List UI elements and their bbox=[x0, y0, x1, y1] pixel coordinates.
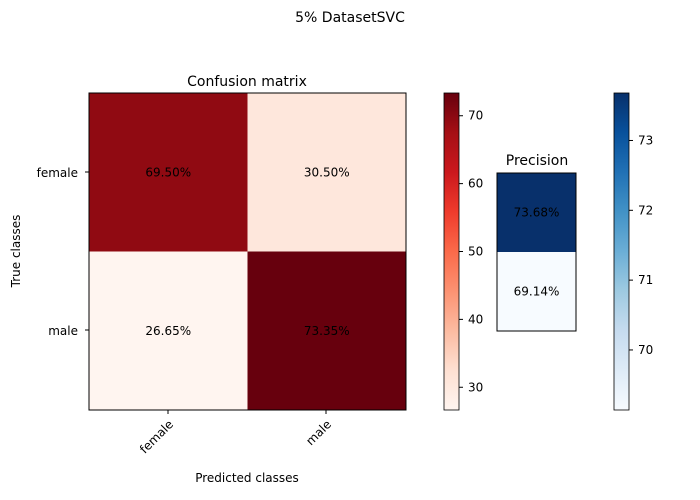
precision-cell-label-0: 73.68% bbox=[514, 206, 560, 220]
blues-tick-label-73: 73 bbox=[638, 133, 653, 147]
precision-frame bbox=[496, 172, 577, 332]
reds-tick-label-50: 50 bbox=[468, 245, 483, 259]
figure-title: 5% DatasetSVC bbox=[295, 10, 405, 26]
cm-cell-label-0-0: 69.50% bbox=[145, 165, 191, 179]
cm-cell-label-0-1: 30.50% bbox=[304, 165, 350, 179]
blues-tick-label-72: 72 bbox=[638, 203, 653, 217]
precision-cell-0 bbox=[497, 173, 576, 252]
cm-cell-1-0 bbox=[89, 251, 248, 410]
confusion-matrix-title: Confusion matrix bbox=[187, 74, 307, 90]
precision-cell-1 bbox=[497, 252, 576, 331]
blues-colorbar-ticks: 70 71 72 73 bbox=[629, 133, 653, 357]
y-tick-label-female: female bbox=[37, 166, 78, 180]
cm-cell-1-1 bbox=[247, 251, 406, 410]
cm-cell-label-1-0: 26.65% bbox=[145, 324, 191, 338]
x-tick-label-male: male bbox=[303, 417, 334, 448]
x-axis-label: Predicted classes bbox=[195, 471, 299, 485]
reds-colorbar-ticks: 30 40 50 60 70 bbox=[459, 109, 483, 394]
blues-tick-label-70: 70 bbox=[638, 343, 653, 357]
reds-tick-label-40: 40 bbox=[468, 312, 483, 326]
confusion-matrix-cells: 69.50% 30.50% 26.65% 73.35% bbox=[89, 93, 406, 410]
confusion-matrix-panel: Confusion matrix 69.50% 30.50% 26.65% 73.35… bbox=[9, 74, 407, 485]
reds-tick-label-30: 30 bbox=[468, 380, 483, 394]
reds-tick-label-60: 60 bbox=[468, 177, 483, 191]
cm-cell-label-1-1: 73.35% bbox=[304, 324, 350, 338]
x-tick-label-female: female bbox=[137, 417, 176, 456]
blues-tick-label-71: 71 bbox=[638, 273, 653, 287]
reds-colorbar: 30 40 50 60 70 bbox=[443, 92, 483, 411]
precision-cell-label-1: 69.14% bbox=[514, 285, 560, 299]
reds-tick-label-70: 70 bbox=[468, 109, 483, 123]
precision-panel: Precision 73.68% 69.14% bbox=[496, 153, 577, 332]
blues-colorbar-gradient bbox=[613, 92, 630, 411]
precision-title: Precision bbox=[506, 153, 568, 169]
cm-cell-0-0 bbox=[89, 93, 248, 252]
confusion-matrix-frame bbox=[88, 92, 407, 411]
precision-cells: 73.68% 69.14% bbox=[497, 173, 576, 331]
blues-colorbar: 70 71 72 73 bbox=[613, 92, 653, 411]
cm-cell-0-1 bbox=[247, 93, 406, 252]
reds-colorbar-gradient bbox=[443, 92, 460, 411]
y-axis-label: True classes bbox=[9, 215, 23, 289]
y-tick-label-male: male bbox=[48, 324, 78, 338]
